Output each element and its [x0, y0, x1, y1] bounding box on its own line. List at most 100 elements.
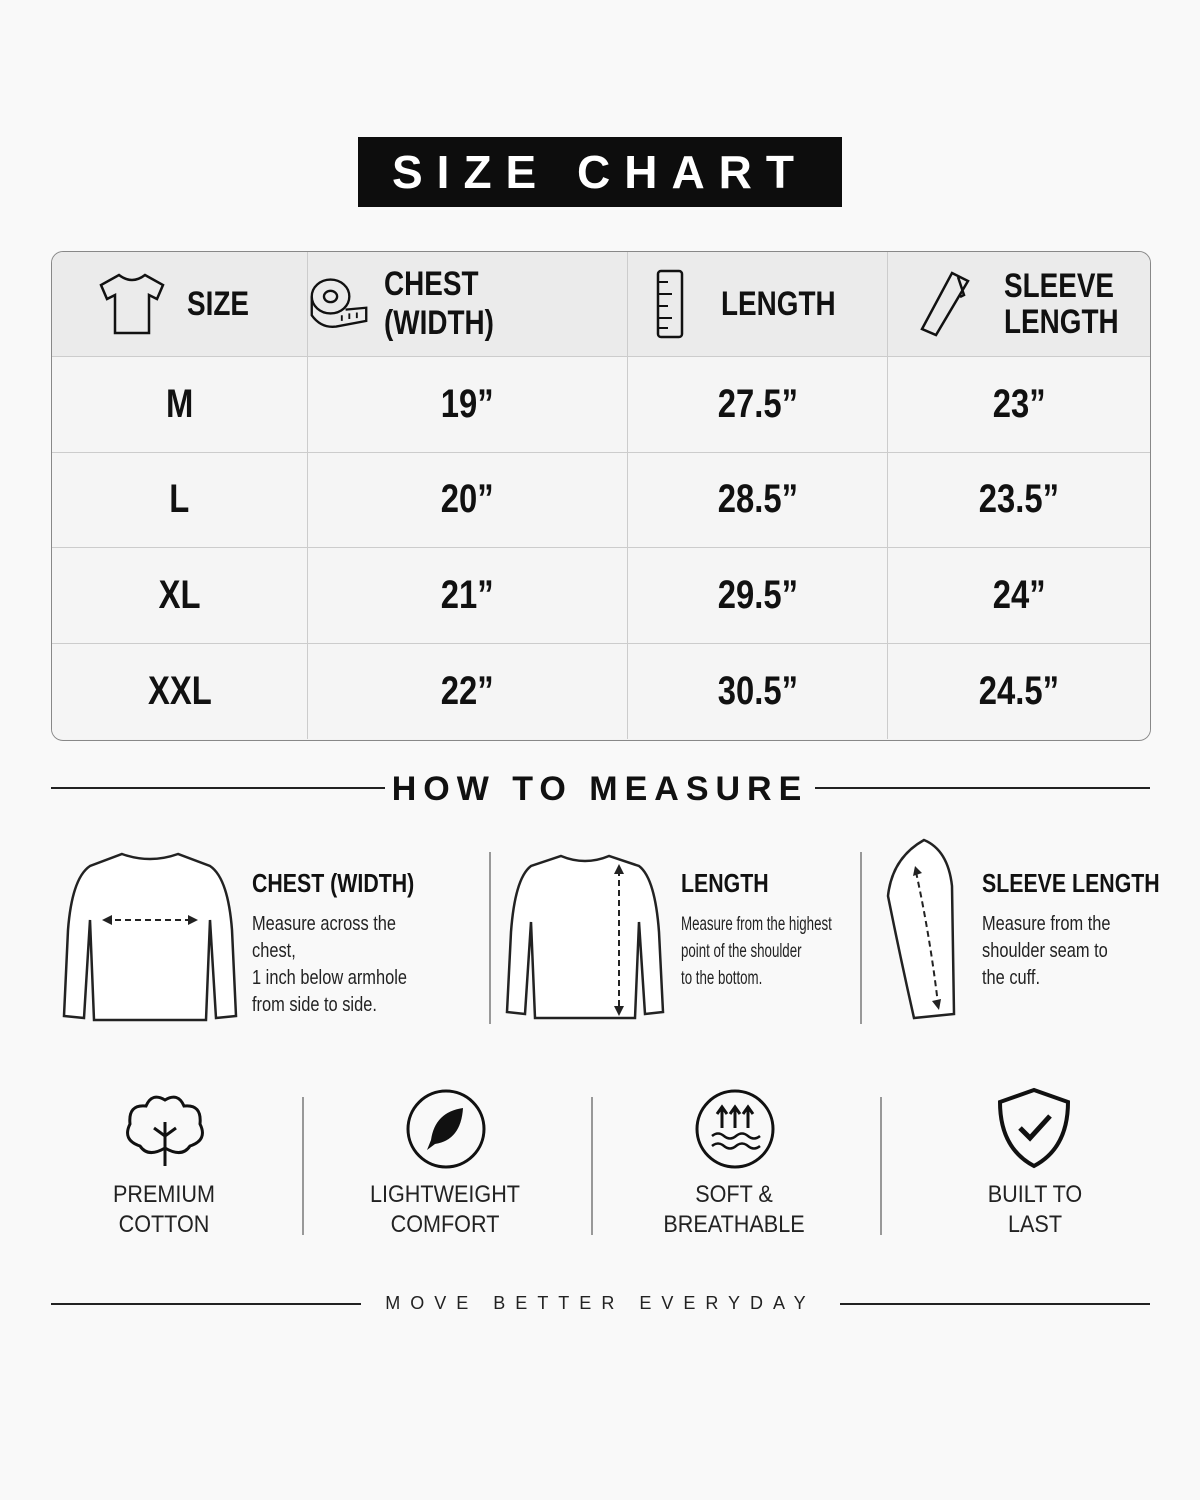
table-cell: 19”	[308, 357, 628, 453]
ruler-icon	[656, 269, 683, 339]
cell-value: 29.5”	[717, 572, 798, 617]
cell-value: XL	[158, 572, 201, 617]
cell-value: 24”	[992, 572, 1046, 617]
tape-icon	[310, 278, 368, 328]
measure-line: from side to side.	[252, 994, 377, 1016]
table-cell: 29.5”	[628, 548, 888, 644]
divider-line	[51, 787, 385, 789]
measure-line-row: Measure from the	[982, 911, 1200, 938]
column-separator	[489, 852, 491, 1024]
feature: SOFT & BREATHABLE	[634, 1180, 834, 1240]
chest-diagram	[62, 852, 238, 1022]
title: SIZE CHART	[392, 146, 808, 198]
measure-title-row: CHEST (WIDTH)	[252, 868, 472, 899]
header-cell: SLEEVE LENGTH	[888, 252, 1150, 357]
measure-line: Measure across the chest,	[252, 913, 397, 962]
measure-line: Measure from the	[982, 913, 1111, 935]
table-cell: 21”	[308, 548, 628, 644]
header-cell: SIZE	[52, 252, 308, 357]
measure-line-row: Measure across the chest,	[252, 911, 472, 965]
column-separator	[860, 852, 862, 1024]
tagline: MOVE BETTER EVERYDAY	[385, 1293, 816, 1313]
feature: PREMIUM COTTON	[64, 1180, 264, 1240]
feature-line: BREATHABLE	[663, 1211, 805, 1238]
header-text: LENGTH	[720, 284, 836, 323]
column-separator	[880, 1097, 882, 1235]
title-banner: SIZE CHART	[358, 137, 842, 207]
measure-title: LENGTH	[681, 868, 769, 898]
length-diagram	[505, 854, 665, 1020]
measure-line-row: the cuff.	[982, 965, 1200, 992]
table-cell: L	[52, 452, 308, 548]
measure-line-row: from side to side.	[252, 992, 472, 1019]
measure-line: to the bottom.	[681, 968, 763, 989]
cell-value: 19”	[441, 381, 494, 426]
measure-title: SLEEVE LENGTH	[982, 868, 1160, 898]
section-title: HOW TO MEASURE	[391, 770, 809, 808]
divider-line	[51, 1303, 361, 1305]
divider-line	[840, 1303, 1150, 1305]
cell-value: 23.5”	[978, 477, 1060, 522]
measure-line-row: to the bottom.	[681, 965, 901, 992]
header-text: SLEEVE LENGTH	[1004, 267, 1119, 341]
table-cell: XXL	[52, 643, 308, 739]
feature-line: COMFORT	[390, 1211, 500, 1238]
tshirt-icon	[99, 273, 165, 335]
feature: LIGHTWEIGHT COMFORT	[345, 1180, 545, 1240]
cell-value: M	[165, 381, 194, 426]
header-cell: LENGTH	[628, 252, 888, 357]
table-cell: 24”	[888, 548, 1150, 644]
header-cell: CHEST (WIDTH)	[308, 252, 628, 357]
cell-value: 24.5”	[978, 668, 1060, 713]
header-text: SIZE	[186, 284, 249, 323]
table-cell: M	[52, 357, 308, 453]
cell-value: 23”	[992, 381, 1046, 426]
breathable-icon	[695, 1089, 775, 1169]
cell-value: L	[169, 477, 190, 522]
measure-item: LENGTH Measure from the highest point of t…	[681, 868, 901, 992]
cell-value: 28.5”	[717, 477, 798, 522]
measure-title-row: LENGTH	[681, 868, 901, 899]
feature-line: SOFT &	[695, 1181, 773, 1208]
measure-title: CHEST (WIDTH)	[252, 868, 415, 898]
measure-line: point of the shoulder	[681, 941, 802, 962]
shield-icon	[997, 1087, 1071, 1169]
column-separator	[591, 1097, 593, 1235]
size-table: SIZE CHEST (WIDTH) LENGTH SLEEVE LENGTH …	[51, 251, 1151, 741]
measure-line-row: 1 inch below armhole	[252, 965, 472, 992]
cell-value: 21”	[441, 572, 494, 617]
cell-value: XXL	[147, 668, 212, 713]
feature-line: PREMIUM	[112, 1181, 216, 1208]
measure-line-row: shoulder seam to	[982, 938, 1200, 965]
table-cell: 28.5”	[628, 452, 888, 548]
measure-line-row: point of the shoulder	[681, 938, 901, 965]
measure-item: SLEEVE LENGTH Measure from the shoulder se…	[982, 868, 1200, 992]
measure-line: 1 inch below armhole	[252, 967, 407, 989]
measure-line-row: Measure from the highest	[681, 911, 901, 938]
feature-line: LAST	[1007, 1211, 1063, 1238]
header-text: CHEST (WIDTH)	[383, 265, 494, 342]
cotton-icon	[126, 1095, 204, 1166]
column-separator	[302, 1097, 304, 1235]
feather-icon	[406, 1089, 486, 1169]
cell-value: 20”	[441, 477, 494, 522]
table-cell: 30.5”	[628, 643, 888, 739]
cell-value: 22”	[441, 668, 494, 713]
table-cell: 23.5”	[888, 452, 1150, 548]
measure-line: shoulder seam to	[982, 940, 1108, 962]
table-cell: 24.5”	[888, 643, 1150, 739]
table-cell: 27.5”	[628, 357, 888, 453]
divider-line	[815, 787, 1150, 789]
feature: BUILT TO LAST	[935, 1180, 1135, 1240]
table-cell: XL	[52, 548, 308, 644]
feature-line: COTTON	[118, 1211, 210, 1238]
table-cell: 23”	[888, 357, 1150, 453]
table-cell: 22”	[308, 643, 628, 739]
measure-title-row: SLEEVE LENGTH	[982, 868, 1200, 899]
measure-line: the cuff.	[982, 967, 1041, 989]
cell-value: 27.5”	[717, 381, 798, 426]
sleeve-icon	[920, 271, 970, 337]
sleeve-diagram	[886, 838, 956, 1020]
feature-line: LIGHTWEIGHT	[369, 1181, 520, 1208]
